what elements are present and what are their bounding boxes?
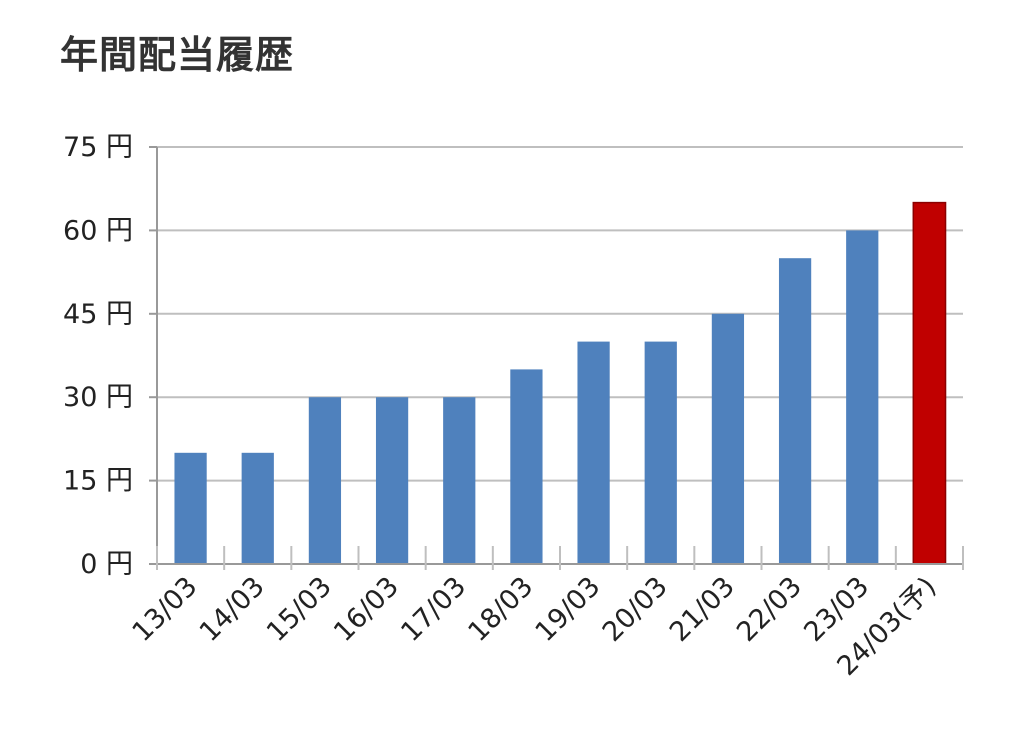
bar-17/03 [443,397,476,564]
x-tick-label: 19/03 [530,571,607,648]
y-tick-label: 45 円 [63,299,133,330]
bar-13/03 [174,452,207,564]
y-tick-labels: 0 円 15 円 30 円 45 円 60 円 75 円 [63,132,133,580]
y-tick-label: 75 円 [63,132,133,163]
x-tick-label: 16/03 [328,571,405,648]
x-tick-label: 14/03 [194,571,271,648]
grid-lines [157,146,963,482]
x-tick-label: 20/03 [597,571,674,648]
bar-22/03 [778,258,812,564]
chart-title: 年間配当履歴 [60,33,295,77]
bars [174,201,947,565]
bar-23/03 [846,230,879,564]
y-tick-label: 0 円 [80,549,133,580]
bar-24/03(予) [912,201,947,565]
x-tick-label: 13/03 [127,571,204,648]
bar-21/03 [711,313,745,564]
x-tick-label: 18/03 [462,571,539,648]
y-tick-label: 30 円 [63,382,133,413]
x-tick-label: 15/03 [261,571,338,648]
bar-14/03 [241,452,274,564]
bar-16/03 [375,397,409,564]
x-tick-label: 17/03 [395,571,472,648]
y-tick-label: 60 円 [63,215,133,246]
x-tick-label: 21/03 [664,571,741,648]
bar-20/03 [644,341,677,564]
axes [149,146,964,570]
x-tick-labels: 13/0314/0315/0316/0317/0318/0319/0320/03… [127,571,943,682]
bar-18/03 [510,369,543,564]
bar-15/03 [308,397,342,564]
x-tick-label: 22/03 [731,571,808,648]
y-tick-label: 15 円 [63,466,133,497]
bar-19/03 [577,341,610,564]
